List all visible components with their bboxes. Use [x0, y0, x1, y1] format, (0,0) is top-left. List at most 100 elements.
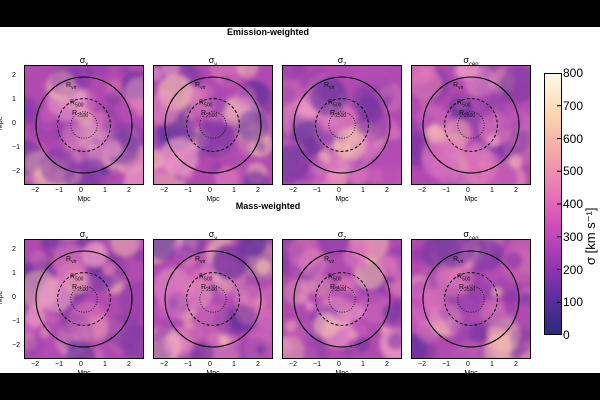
x-tick-label: 1	[361, 187, 365, 194]
y-tick-label: 1	[12, 270, 16, 277]
y-tick-label: −1	[12, 144, 20, 151]
x-tick-label: 2	[256, 187, 260, 194]
x-tick-label: −1	[313, 187, 321, 194]
x-tick-label: −1	[313, 361, 321, 368]
r500-label: R500	[328, 274, 342, 283]
x-axis-label: Mpc	[206, 370, 220, 377]
y-tick-label: 0	[12, 120, 16, 127]
colorbar-tick-label: 600	[563, 131, 584, 146]
x-tick-label: 0	[466, 187, 470, 194]
r500-label: R500	[457, 100, 471, 109]
x-tick-label: −2	[160, 361, 168, 368]
figure-canvas: Emission-weighted Mass-weighted σx Rvir …	[0, 27, 600, 377]
y-tick-label: 2	[12, 72, 16, 79]
x-axis-label: Mpc	[335, 196, 349, 203]
x-tick-label: 2	[385, 361, 389, 368]
velocity-dispersion-map: Rvir R500 R2500	[24, 239, 144, 359]
x-tick-label: 2	[127, 361, 131, 368]
x-tick-label: 1	[490, 361, 494, 368]
x-tick-label: 2	[514, 187, 518, 194]
x-axis-label: Mpc	[77, 370, 91, 377]
x-tick-label: 0	[466, 361, 470, 368]
r500-label: R500	[328, 100, 342, 109]
rvir-label: Rvir	[324, 256, 335, 265]
r2500-label: R2500	[72, 284, 88, 293]
rvir-label: Rvir	[453, 256, 464, 265]
x-axis-label: Mpc	[335, 370, 349, 377]
r2500-label: R2500	[201, 110, 217, 119]
colorbar-tick-label: 700	[563, 98, 584, 113]
colorbar-label: σ [km s⁻¹]	[583, 207, 598, 266]
x-tick-label: 1	[232, 361, 236, 368]
x-tick-label: −2	[289, 361, 297, 368]
x-axis-label: Mpc	[206, 196, 220, 203]
r2500-label: R2500	[201, 284, 217, 293]
x-tick-label: −2	[418, 361, 426, 368]
mass-weighted-title: Mass-weighted	[235, 201, 301, 211]
velocity-dispersion-map: Rvir R500 R2500	[153, 65, 273, 185]
x-tick-label: −2	[31, 187, 39, 194]
emission-weighted-title: Emission-weighted	[226, 27, 309, 37]
y-tick-label: 2	[12, 246, 16, 253]
x-tick-label: 1	[103, 361, 107, 368]
x-axis-label: Mpc	[77, 196, 91, 203]
colorbar-tick-label: 0	[563, 328, 570, 342]
x-tick-label: −2	[418, 187, 426, 194]
y-tick-label: 1	[12, 96, 16, 103]
x-tick-label: 2	[256, 361, 260, 368]
rvir-label: Rvir	[66, 256, 77, 265]
x-tick-label: 0	[208, 187, 212, 194]
rvir-label: Rvir	[195, 82, 206, 91]
colorbar-tick-label: 100	[563, 295, 584, 310]
rvir-label: Rvir	[195, 256, 206, 265]
velocity-dispersion-map: Rvir R500 R2500	[153, 239, 273, 359]
y-axis-label: Mpc	[0, 116, 5, 131]
r2500-label: R2500	[330, 284, 346, 293]
r2500-label: R2500	[72, 110, 88, 119]
r500-label: R500	[199, 274, 213, 283]
x-tick-label: 1	[490, 187, 494, 194]
x-tick-label: −2	[31, 361, 39, 368]
r500-label: R500	[70, 274, 84, 283]
x-tick-label: −1	[442, 187, 450, 194]
x-tick-label: −1	[55, 187, 63, 194]
x-tick-label: −2	[289, 187, 297, 194]
y-tick-label: −2	[12, 342, 20, 349]
rvir-label: Rvir	[66, 82, 77, 91]
velocity-dispersion-map: Rvir R500 R2500	[282, 239, 402, 359]
velocity-dispersion-map: Rvir R500 R2500	[411, 65, 531, 185]
y-tick-label: −1	[12, 318, 20, 325]
velocity-dispersion-map: Rvir R500 R2500	[24, 65, 144, 185]
y-axis-label: Mpc	[0, 290, 5, 305]
y-tick-label: −2	[12, 168, 20, 175]
r2500-label: R2500	[330, 110, 346, 119]
colorbar-tick-label: 300	[563, 229, 584, 244]
rvir-label: Rvir	[453, 82, 464, 91]
velocity-dispersion-map: Rvir R500 R2500	[411, 239, 531, 359]
r500-label: R500	[199, 100, 213, 109]
r500-label: R500	[457, 274, 471, 283]
x-tick-label: 2	[514, 361, 518, 368]
x-tick-label: −1	[55, 361, 63, 368]
x-tick-label: 0	[337, 361, 341, 368]
r2500-label: R2500	[459, 110, 475, 119]
x-axis-label: Mpc	[464, 370, 478, 377]
x-tick-label: −2	[160, 187, 168, 194]
colorbar-tick-label: 500	[563, 164, 584, 179]
x-tick-label: 1	[361, 361, 365, 368]
rvir-label: Rvir	[324, 82, 335, 91]
y-tick-label: 0	[12, 294, 16, 301]
r2500-label: R2500	[459, 284, 475, 293]
x-tick-label: −1	[184, 361, 192, 368]
x-axis-label: Mpc	[464, 196, 478, 203]
x-tick-label: 0	[79, 187, 83, 194]
x-tick-label: 0	[208, 361, 212, 368]
velocity-dispersion-map: Rvir R500 R2500	[282, 65, 402, 185]
x-tick-label: 2	[385, 187, 389, 194]
colorbar	[544, 73, 562, 335]
panel-title: σz	[337, 55, 347, 68]
x-tick-label: 1	[103, 187, 107, 194]
x-tick-label: 2	[127, 187, 131, 194]
x-tick-label: −1	[184, 187, 192, 194]
